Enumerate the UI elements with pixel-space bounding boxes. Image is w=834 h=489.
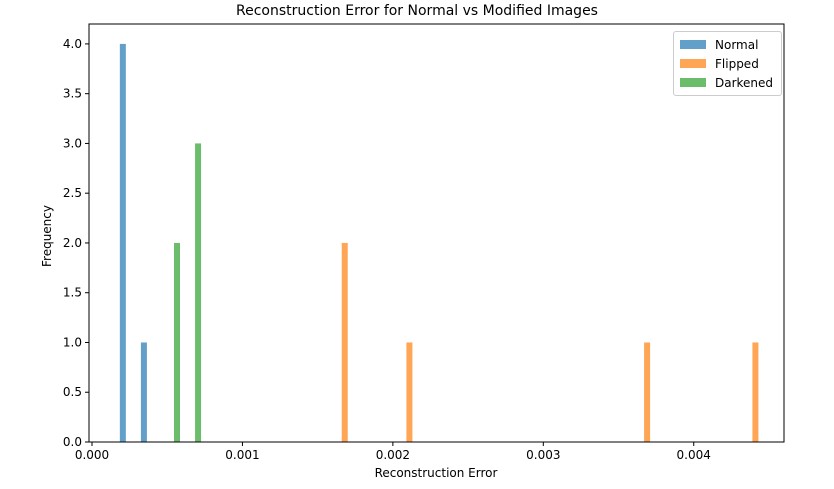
chart-title: Reconstruction Error for Normal vs Modif… — [236, 3, 598, 19]
y-tick-label: 3.5 — [63, 87, 82, 101]
bar-flipped-0 — [341, 242, 348, 442]
x-tick-label: 0.002 — [376, 448, 410, 462]
x-tick-label: 0.004 — [677, 448, 711, 462]
x-tick-label: 0.003 — [526, 448, 560, 462]
bar-darkened-1 — [195, 143, 202, 442]
legend-item-darkened: Darkened — [680, 73, 773, 92]
y-tick-label: 0.5 — [63, 385, 82, 399]
legend-swatch-flipped — [680, 59, 706, 68]
y-tick-label: 1.0 — [63, 335, 82, 349]
bars-layer — [119, 43, 759, 443]
x-axis-label: Reconstruction Error — [374, 466, 498, 480]
x-tick-label: 0.001 — [225, 448, 259, 462]
legend-item-flipped: Flipped — [680, 54, 773, 73]
y-tick-label: 3.0 — [63, 136, 82, 150]
legend-swatch-darkened — [680, 78, 706, 87]
y-tick-label: 1.5 — [63, 286, 82, 300]
legend-item-normal: Normal — [680, 35, 773, 54]
bar-normal-1 — [140, 342, 147, 442]
legend-label-flipped: Flipped — [715, 56, 759, 71]
bar-flipped-3 — [752, 342, 759, 442]
y-axis-label: Frequency — [40, 205, 54, 267]
y-axis: 0.0 0.5 1.0 1.5 2.0 2.5 3.0 3.5 4.0 — [63, 37, 89, 449]
bar-normal-0 — [119, 43, 126, 443]
plot-frame — [88, 23, 785, 443]
legend-swatch-normal — [680, 40, 706, 49]
bar-flipped-1 — [406, 342, 413, 442]
legend-label-darkened: Darkened — [715, 75, 774, 90]
legend-label-normal: Normal — [715, 37, 759, 52]
x-axis: 0.000 0.001 0.002 0.003 0.004 — [75, 442, 711, 462]
bar-darkened-0 — [174, 242, 181, 442]
y-tick-label: 2.5 — [63, 186, 82, 200]
legend: Normal Flipped Darkened — [673, 31, 783, 96]
bar-flipped-2 — [644, 342, 651, 442]
y-tick-label: 0.0 — [63, 435, 82, 449]
y-tick-label: 2.0 — [63, 236, 82, 250]
y-tick-label: 4.0 — [63, 37, 82, 51]
x-tick-label: 0.000 — [75, 448, 109, 462]
